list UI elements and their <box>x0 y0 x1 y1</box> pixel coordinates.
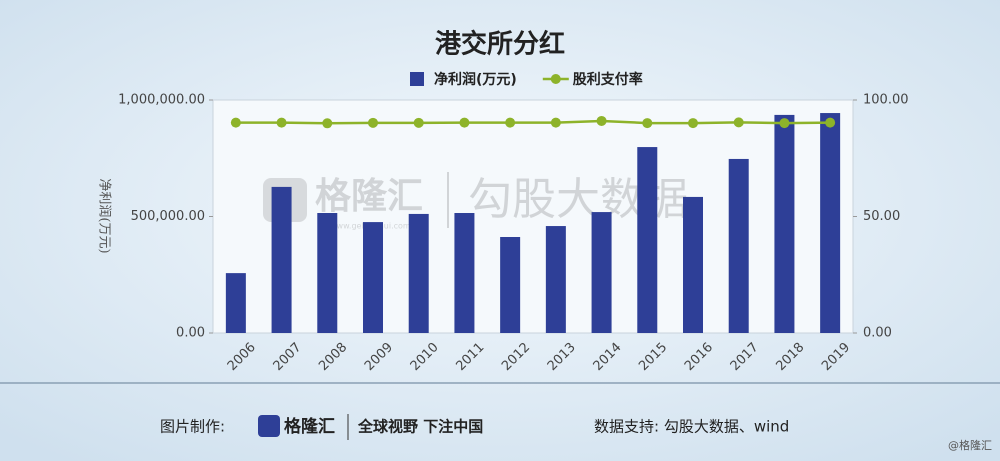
bar <box>545 226 566 333</box>
line-point <box>596 115 607 126</box>
y2-tick-label: 100.00 <box>863 93 909 108</box>
line-point <box>230 117 241 128</box>
line-point <box>459 117 470 128</box>
bar <box>728 158 749 333</box>
y2-tick-label: 50.00 <box>863 209 900 224</box>
footer-data-support: 数据支持: 勾股大数据、wind <box>594 418 789 436</box>
bar <box>454 213 475 333</box>
bar <box>225 273 246 333</box>
bar <box>500 237 521 333</box>
footer-slogan: 全球视野 下注中国 <box>357 418 483 436</box>
line-point <box>368 117 378 128</box>
line-point <box>779 118 790 129</box>
bar <box>408 213 429 333</box>
line-point <box>413 117 424 128</box>
footer-made-by: 图片制作: <box>160 418 225 436</box>
line-point <box>550 117 561 128</box>
y-tick-label: 500,000.00 <box>131 209 205 224</box>
legend-label: 净利润(万元) <box>434 71 517 88</box>
footer-credit: @格隆汇 <box>948 438 992 452</box>
watermark-brand: 格隆汇 <box>315 176 423 217</box>
y2-tick-label: 0.00 <box>863 326 892 341</box>
y-axis-label: 净利润(万元) <box>97 178 112 253</box>
line-point <box>733 117 744 128</box>
legend-swatch <box>410 72 424 86</box>
line-point <box>505 117 516 128</box>
bar <box>363 222 383 333</box>
chart-title: 港交所分红 <box>435 29 565 60</box>
bar <box>774 114 795 333</box>
line-point <box>825 117 836 128</box>
footer-brand: 格隆汇 <box>284 416 335 437</box>
y-tick-label: 1,000,000.00 <box>118 93 205 108</box>
line-point <box>276 117 287 128</box>
bar <box>683 196 703 333</box>
bar <box>591 212 612 333</box>
line-point <box>688 118 698 129</box>
bar <box>271 186 292 333</box>
footer-logo <box>258 415 280 437</box>
legend-swatch <box>550 74 561 84</box>
bar <box>637 147 658 333</box>
line-point <box>322 118 333 129</box>
legend-label: 股利支付率 <box>573 71 643 88</box>
line <box>235 119 831 125</box>
bar <box>820 113 841 333</box>
line-point <box>642 118 653 129</box>
bar <box>317 213 338 333</box>
y-tick-label: 0.00 <box>176 326 205 341</box>
